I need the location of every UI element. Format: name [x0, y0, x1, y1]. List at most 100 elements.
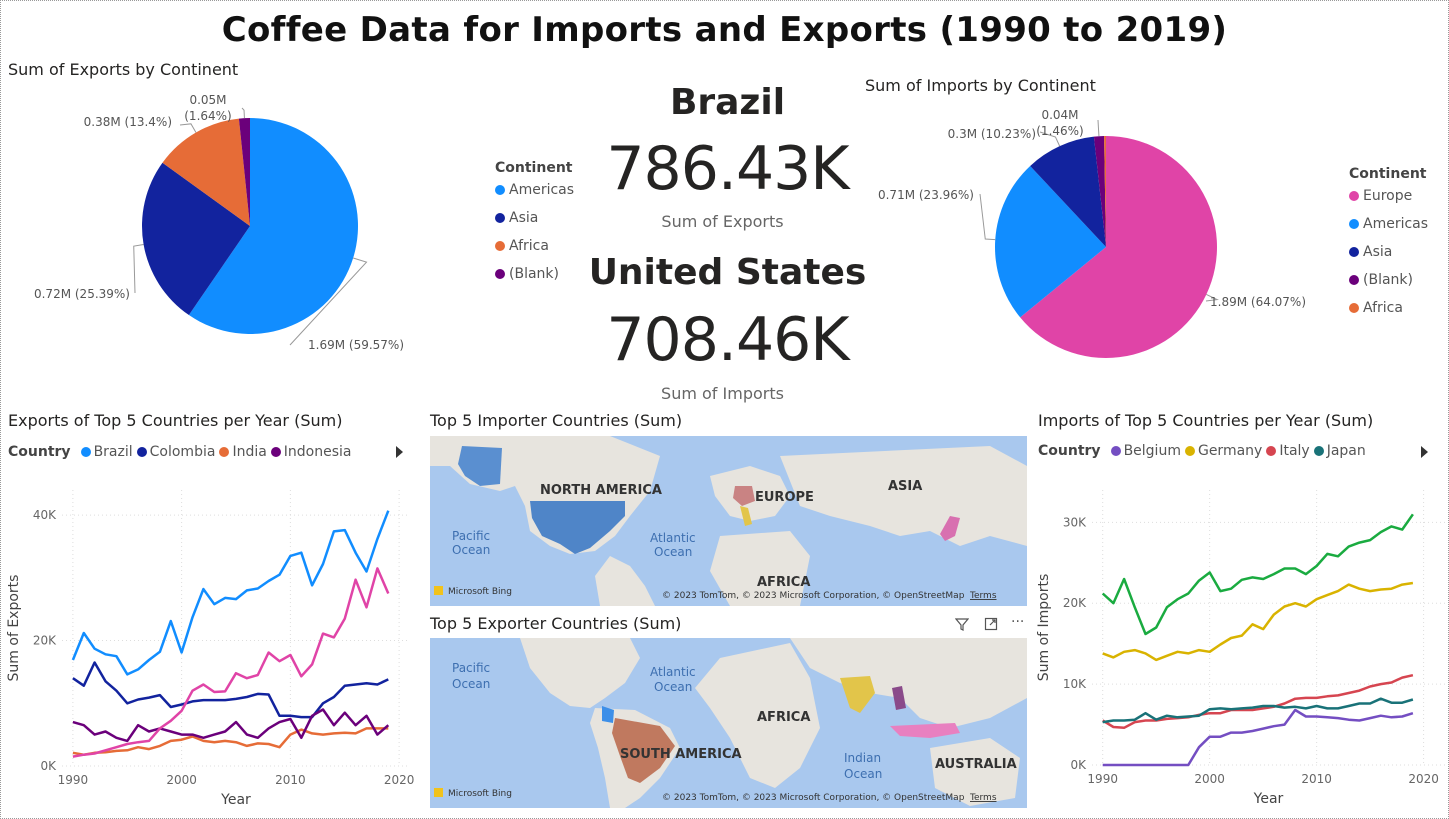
legend-dot-icon — [1349, 219, 1359, 229]
imports-legend-item-americas[interactable]: Americas — [1349, 210, 1428, 238]
imports-line-title: Imports of Top 5 Countries per Year (Sum… — [1038, 411, 1374, 430]
exports-line-legend: Country Brazil Colombia India Indonesia — [8, 444, 356, 460]
alaska-highlight — [458, 446, 502, 486]
legend-dot-icon — [136, 447, 147, 457]
imports-line-series-italy[interactable] — [1102, 673, 1414, 730]
map-terms-link[interactable]: Terms — [969, 591, 997, 601]
dashboard-title: Coffee Data for Imports and Exports (199… — [221, 10, 1228, 50]
imports-line-legend-label: Italy — [1279, 443, 1310, 459]
imports-pie-slice-africa[interactable] — [1104, 136, 1106, 247]
exports-line-series-indonesia[interactable] — [72, 708, 390, 743]
imports-pie-slice-europe[interactable] — [1020, 136, 1217, 359]
exports-line-legend-item-india[interactable]: India — [219, 444, 267, 460]
filter-icon[interactable] — [954, 616, 970, 631]
bing-attribution: Microsoft Bing — [448, 587, 512, 597]
central-america-land — [520, 638, 640, 708]
japan-highlight — [940, 516, 960, 541]
imports-legend-label: (Blank) — [1363, 272, 1413, 288]
imports-legend-item-africa[interactable]: Africa — [1349, 294, 1428, 322]
focus-mode-icon[interactable] — [984, 616, 998, 631]
exports-line-x-tick: 2020 — [384, 773, 415, 787]
exports-pie-slice-americas[interactable] — [188, 118, 359, 334]
exports-line-legend-label: Indonesia — [283, 444, 352, 460]
exports-line-series-brazil[interactable] — [71, 510, 390, 676]
imports-line-legend-title: Country — [1038, 443, 1101, 459]
imports-legend-title: Continent — [1349, 166, 1427, 182]
imports-line-legend-item-belgium[interactable]: Belgium — [1110, 443, 1181, 459]
exports-line-title: Exports of Top 5 Countries per Year (Sum… — [8, 411, 343, 430]
ocean-label-pacific: Pacific — [452, 661, 490, 675]
imports-pie-slice-blank[interactable] — [1093, 136, 1106, 247]
legend-dot-icon — [80, 447, 91, 457]
top-exporter-name: Brazil — [669, 82, 786, 123]
imports-pie-slice-americas[interactable] — [995, 165, 1106, 318]
legend-dot-icon — [1349, 247, 1359, 257]
exports-line-series-series[interactable] — [72, 567, 390, 758]
exporter-map-canvas[interactable]: SOUTH AMERICA AFRICA AUSTRALIA Pacific O… — [430, 638, 1027, 808]
map-terms-link[interactable]: Terms — [969, 793, 997, 803]
legend-dot-icon — [1349, 275, 1359, 285]
imports-legend-label: Asia — [1363, 244, 1393, 260]
exports-line-legend-item-colombia[interactable]: Colombia — [136, 444, 215, 460]
legend-next-arrow-icon[interactable] — [1421, 446, 1428, 458]
bing-logo-icon — [434, 788, 443, 797]
exports-pie-slice-asia[interactable] — [142, 162, 250, 316]
imports-line-chart[interactable]: 0K 10K 20K 30K 1990 2000 2010 2020 Year Sum of Im… — [1030, 470, 1448, 815]
imports-legend-item-europe[interactable]: Europe — [1349, 182, 1428, 210]
legend-next-arrow-icon[interactable] — [396, 446, 403, 458]
imports-pie-data-label: (1.46%) — [1036, 124, 1083, 138]
ocean-label-atlantic-2: Ocean — [654, 545, 692, 559]
australia-land — [930, 738, 1020, 806]
imports-line-series-belgium[interactable] — [1102, 708, 1414, 767]
exports-line-legend-item-indonesia[interactable]: Indonesia — [270, 444, 352, 460]
asia-land — [780, 446, 1027, 546]
exports-pie-data-label: 0.05M — [189, 93, 226, 107]
imports-pie-data-label: 0.3M (10.23%) — [948, 127, 1036, 141]
imports-line-series-japan[interactable] — [1102, 697, 1414, 724]
imports-line-series-series[interactable] — [1101, 513, 1414, 636]
imports-line-legend-item-italy[interactable]: Italy — [1266, 443, 1310, 459]
imports-legend-label: Africa — [1363, 300, 1403, 316]
exports-line-y-tick: 20K — [33, 634, 57, 648]
imports-pie-chart[interactable]: 1.89M (64.07%) 0.71M (23.96%) 0.3M (10.23%… — [860, 96, 1340, 386]
imports-pie-leader-line — [1205, 294, 1219, 302]
exports-line-chart[interactable]: 0K 20K 40K 1990 2000 2010 2020 Year Sum of Expor… — [0, 470, 420, 815]
more-options-icon[interactable]: ··· — [1011, 614, 1025, 630]
exports-line-legend-label: India — [232, 444, 267, 460]
exports-legend-item-blank[interactable]: (Blank) — [495, 260, 574, 288]
exports-line-x-tick: 2010 — [275, 773, 306, 787]
exports-pie-leader-line — [133, 243, 144, 294]
exports-line-x-tick: 1990 — [58, 773, 89, 787]
exports-line-x-axis-title: Year — [220, 792, 251, 808]
imports-line-legend-item-japan[interactable]: Japan — [1313, 443, 1366, 459]
imports-line-y-tick: 20K — [1063, 596, 1087, 610]
exports-line-series-india[interactable] — [72, 727, 389, 756]
germany-highlight — [733, 486, 755, 506]
imports-pie-slice-asia[interactable] — [1030, 136, 1106, 247]
exports-legend-item-africa[interactable]: Africa — [495, 232, 574, 260]
imports-line-series-germany[interactable] — [1102, 581, 1414, 662]
ocean-label-atlantic: Atlantic — [650, 665, 696, 679]
exports-pie-slice-africa[interactable] — [162, 118, 250, 226]
legend-dot-icon — [1349, 303, 1359, 313]
exports-line-legend-item-brazil[interactable]: Brazil — [80, 444, 133, 460]
imports-legend-item-blank[interactable]: (Blank) — [1349, 266, 1428, 294]
exporter-map[interactable]: SOUTH AMERICA AFRICA AUSTRALIA Pacific O… — [430, 638, 1027, 808]
importer-map[interactable]: NORTH AMERICA EUROPE ASIA AFRICA Pacific… — [430, 436, 1027, 606]
exports-pie-slice-blank[interactable] — [238, 118, 250, 226]
map-label-australia: AUSTRALIA — [935, 757, 1017, 772]
exports-legend-item-asia[interactable]: Asia — [495, 204, 574, 232]
exports-pie-chart[interactable]: 1.69M (59.57%) 0.72M (25.39%) 0.38M (13.4%… — [0, 80, 480, 380]
exports-legend-item-americas[interactable]: Americas — [495, 176, 574, 204]
exports-line-y-tick: 40K — [33, 508, 57, 522]
legend-dot-icon — [219, 447, 230, 457]
imports-line-legend-item-germany[interactable]: Germany — [1184, 443, 1262, 459]
imports-pie-data-label: 1.89M (64.07%) — [1210, 295, 1306, 309]
usa-highlight — [530, 501, 625, 554]
importer-map-canvas[interactable]: NORTH AMERICA EUROPE ASIA AFRICA Pacific… — [430, 436, 1027, 606]
map-copyright: © 2023 TomTom, © 2023 Microsoft Corporat… — [662, 793, 965, 803]
imports-legend-item-asia[interactable]: Asia — [1349, 238, 1428, 266]
imports-line-x-tick: 2020 — [1408, 772, 1439, 786]
exports-line-legend-title: Country — [8, 444, 71, 460]
exports-line-series-colombia[interactable] — [72, 661, 389, 719]
